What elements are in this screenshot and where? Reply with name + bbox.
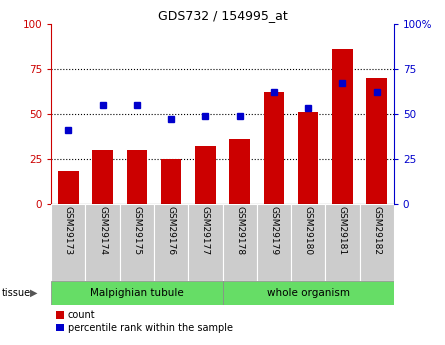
Text: ▶: ▶	[30, 288, 38, 298]
Bar	[291, 204, 325, 281]
Bar	[332, 49, 353, 204]
Text: GSM29181: GSM29181	[338, 206, 347, 255]
Bar	[126, 150, 147, 204]
Bar	[298, 112, 319, 204]
Bar	[263, 92, 284, 204]
Bar	[58, 171, 79, 204]
Bar	[360, 204, 394, 281]
Text: GSM29179: GSM29179	[269, 206, 279, 255]
Text: GSM29182: GSM29182	[372, 206, 381, 255]
Bar	[325, 204, 360, 281]
Bar	[366, 78, 387, 204]
Bar	[195, 146, 216, 204]
Title: GDS732 / 154995_at: GDS732 / 154995_at	[158, 9, 287, 22]
Text: GSM29174: GSM29174	[98, 206, 107, 255]
Text: Malpighian tubule: Malpighian tubule	[90, 288, 184, 298]
Bar	[92, 150, 113, 204]
Text: GSM29180: GSM29180	[303, 206, 313, 255]
Bar	[257, 204, 291, 281]
Legend: count, percentile rank within the sample: count, percentile rank within the sample	[56, 310, 233, 333]
Bar	[51, 204, 85, 281]
Bar	[188, 204, 222, 281]
Text: tissue: tissue	[2, 288, 31, 298]
Text: GSM29178: GSM29178	[235, 206, 244, 255]
Bar	[161, 159, 182, 204]
Text: GSM29175: GSM29175	[132, 206, 142, 255]
Bar	[222, 204, 257, 281]
Bar	[229, 139, 250, 204]
Bar	[85, 204, 120, 281]
Text: GSM29177: GSM29177	[201, 206, 210, 255]
Text: GSM29173: GSM29173	[64, 206, 73, 255]
Bar	[51, 281, 223, 305]
Bar	[154, 204, 188, 281]
Bar	[222, 281, 394, 305]
Text: whole organism: whole organism	[267, 288, 350, 298]
Text: GSM29176: GSM29176	[166, 206, 176, 255]
Bar	[120, 204, 154, 281]
